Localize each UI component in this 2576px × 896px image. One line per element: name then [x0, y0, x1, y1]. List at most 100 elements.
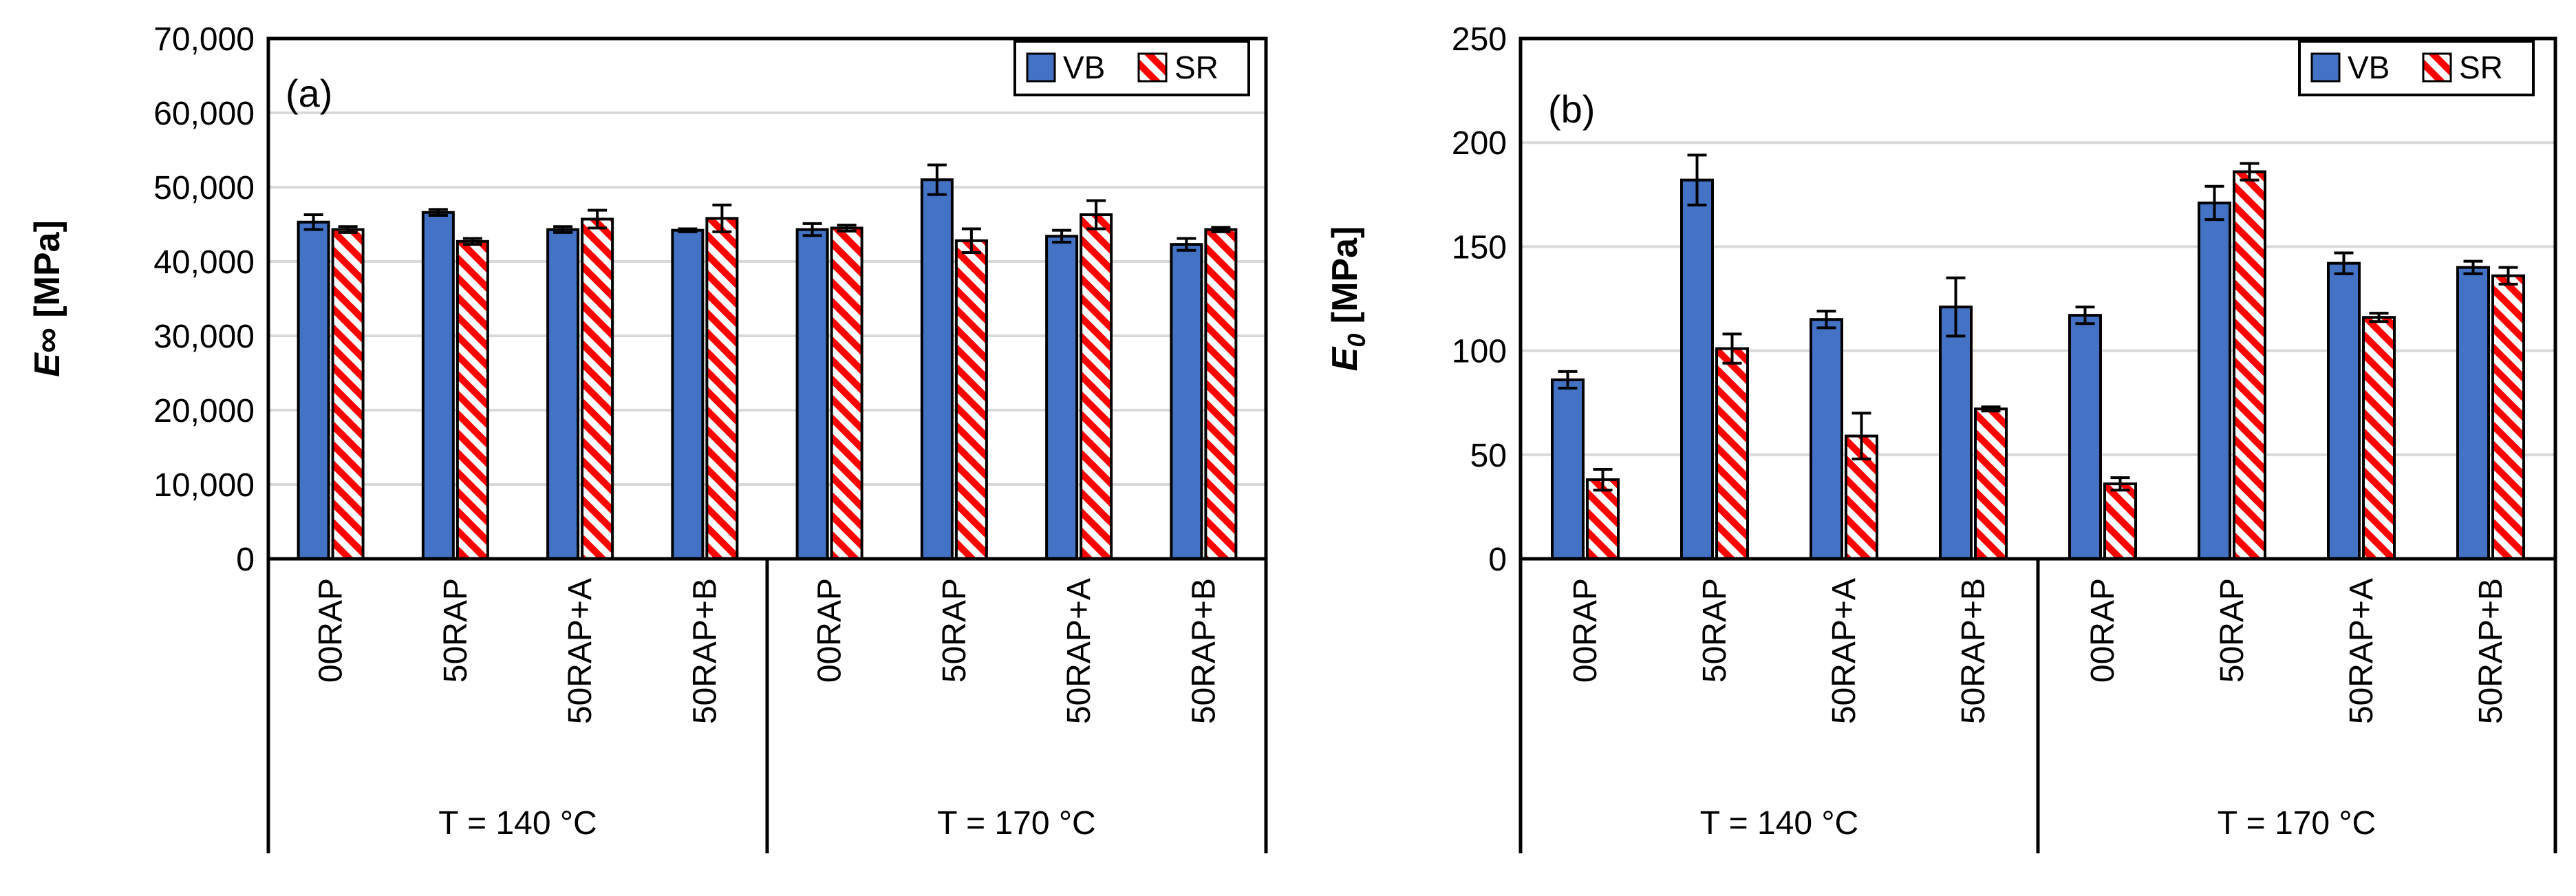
error-bar — [961, 227, 981, 255]
legend-swatch-sr — [1137, 52, 1168, 83]
error-bar — [1086, 199, 1106, 231]
category-label: 50RAP+B — [2473, 578, 2509, 724]
bar-vb — [1551, 378, 1585, 560]
legend-label-sr: SR — [1174, 50, 1219, 85]
category-label: 50RAP — [936, 578, 973, 683]
bar-sr — [331, 228, 365, 560]
y-tick-label: 10,000 — [153, 467, 255, 504]
category-labels: 00RAP 50RAP 50RAP+A 50RAP+B 00RAP 50RAP 50RAP+… — [1567, 578, 2509, 724]
error-bar — [1052, 228, 1072, 244]
category-label: 50RAP+A — [562, 578, 599, 724]
y-axis-ticks: 0 10,000 20,000 30,000 40,000 50,000 60,000 70,… — [153, 21, 255, 578]
bar-vb — [2068, 314, 2102, 560]
legend: VB SR — [1013, 40, 1250, 96]
bar-vb — [1810, 318, 1843, 560]
error-bar — [2075, 306, 2095, 326]
y-tick-label: 60,000 — [153, 96, 255, 132]
chart-panel-a: 0 10,000 20,000 30,000 40,000 50,000 60,000 70,… — [28, 21, 1268, 853]
error-bar — [802, 222, 822, 237]
legend-label-vb: VB — [1063, 50, 1105, 85]
error-bar — [1852, 412, 1871, 460]
category-label: 00RAP — [1567, 578, 1604, 683]
y-axis-label: E0 [MPa] — [1325, 226, 1371, 372]
bar-sr — [1204, 228, 1238, 560]
y-axis-label-symbol: E — [1325, 346, 1365, 371]
legend-swatch-sr — [2422, 52, 2452, 83]
bar-sr — [954, 239, 988, 560]
bar-sr — [455, 239, 489, 560]
category-label: 50RAP — [1697, 578, 1733, 683]
category-label: 50RAP+A — [1826, 578, 1863, 724]
error-bar — [303, 213, 323, 231]
panel-label-b: (b) — [1548, 87, 1595, 131]
y-tick-label: 200 — [1452, 125, 1507, 162]
category-label: 50RAP — [438, 578, 474, 683]
error-bar — [1687, 153, 1707, 206]
error-bar — [428, 208, 448, 217]
plot-frame — [1518, 36, 2557, 853]
bar-vb — [920, 178, 954, 560]
error-bar — [2204, 184, 2224, 222]
bar-sr — [2491, 274, 2525, 560]
y-tick-label: 250 — [1452, 21, 1507, 58]
plot-frame — [266, 36, 1268, 853]
bar-sr — [1715, 347, 1749, 560]
bar-vb — [1170, 243, 1203, 560]
y-tick-label: 100 — [1452, 334, 1507, 370]
error-bar — [1722, 332, 1742, 365]
category-label: 50RAP+B — [1185, 578, 1222, 724]
error-bar — [338, 225, 358, 234]
group-label: T = 140 °C — [438, 805, 597, 842]
legend: VB SR — [2298, 40, 2535, 96]
y-tick-label: 50,000 — [153, 170, 255, 206]
legend-swatch-vb — [2310, 52, 2341, 83]
y-axis-label: E∞ [MPa] — [28, 220, 67, 377]
grid-lines — [268, 111, 1266, 486]
bar-sr — [581, 217, 614, 560]
y-tick-label: 30,000 — [153, 319, 255, 355]
category-label: 00RAP — [2085, 578, 2121, 683]
bar-sr — [2362, 316, 2396, 560]
category-label: 00RAP — [313, 578, 350, 683]
category-label: 50RAP+B — [1955, 578, 1992, 724]
category-labels: 00RAP 50RAP 50RAP+A 50RAP+B 00RAP 50RAP 50RAP+… — [313, 578, 1223, 724]
chart-panel-b: 0 50 100 150 200 250 00RAP 50RAP 50RAP+A 50RAP+B… — [1325, 21, 2557, 853]
bar-vb — [1680, 178, 1714, 560]
error-bar — [837, 224, 857, 233]
legend-box — [2298, 40, 2535, 96]
y-axis-label-unit: [MPa] — [28, 220, 67, 328]
error-bar — [2240, 162, 2260, 182]
error-bar — [462, 237, 482, 246]
y-axis-label-unit: [MPa] — [1325, 226, 1365, 334]
error-bar — [2334, 251, 2354, 275]
y-axis-label-subscript: 0 — [1342, 334, 1371, 348]
grid-lines — [1521, 141, 2555, 456]
bar-sr — [1586, 478, 1620, 561]
bar-sr — [2103, 482, 2137, 560]
bars — [297, 163, 1238, 560]
plot-area-border — [266, 36, 1268, 561]
error-bar — [927, 163, 947, 196]
error-bar — [1816, 310, 1836, 330]
error-bar — [1177, 237, 1196, 252]
error-bar — [2498, 266, 2518, 286]
error-bar — [553, 225, 573, 234]
bar-sr — [705, 217, 739, 560]
group-labels: T = 140 °C T = 170 °C — [1700, 805, 2376, 842]
error-bar — [2369, 312, 2389, 323]
bar-sr — [2233, 170, 2266, 560]
bar-sr — [1974, 407, 2008, 560]
group-labels: T = 140 °C T = 170 °C — [438, 805, 1095, 842]
y-tick-label: 20,000 — [153, 393, 255, 429]
bar-vb — [1045, 235, 1079, 560]
panel-label-a: (a) — [286, 72, 332, 115]
group-label: T = 170 °C — [937, 805, 1095, 842]
y-tick-label: 50 — [1470, 438, 1507, 474]
error-bar — [712, 203, 732, 233]
bars — [1551, 153, 2525, 561]
group-label: T = 140 °C — [1700, 805, 1858, 842]
plot-area-border — [1518, 36, 2557, 561]
bar-vb — [671, 228, 705, 560]
error-bar — [1593, 467, 1613, 492]
